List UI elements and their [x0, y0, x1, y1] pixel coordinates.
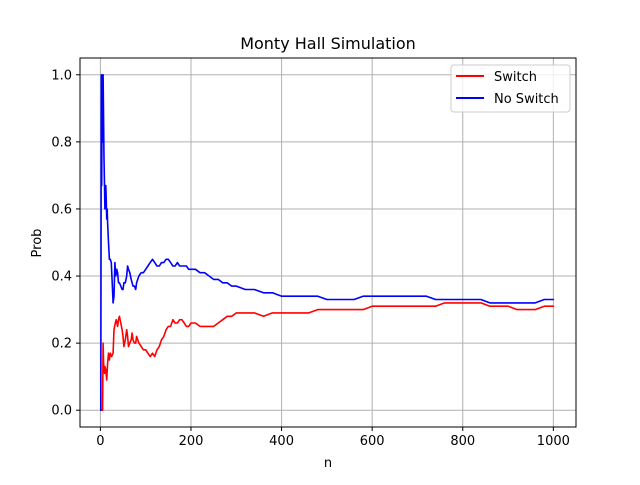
- x-tick-label: 600: [360, 434, 385, 449]
- series-line-no-switch: [100, 74, 555, 412]
- x-axis-label: n: [324, 456, 332, 471]
- legend-label-no-switch: No Switch: [494, 92, 559, 107]
- y-tick-label: 0.2: [51, 337, 72, 352]
- y-axis-label: Prob: [30, 229, 45, 258]
- y-axis-ticks: 0.0 0.2 0.4 0.6 0.8 1.0: [51, 68, 80, 419]
- series-lines: [100, 74, 555, 412]
- y-tick-label: 0.4: [51, 270, 72, 285]
- y-tick-label: 0.6: [51, 202, 72, 217]
- x-tick-label: 200: [179, 434, 204, 449]
- x-tick-label: 0: [96, 434, 104, 449]
- plot-frame: [79, 57, 577, 428]
- x-axis-ticks: 0 200 400 600 800 1000: [96, 427, 570, 449]
- x-tick-label: 800: [450, 434, 475, 449]
- legend: Switch No Switch: [450, 64, 571, 113]
- chart-title: Monty Hall Simulation: [240, 34, 416, 53]
- y-tick-label: 1.0: [51, 68, 72, 83]
- grid: [80, 58, 576, 427]
- y-tick-label: 0.0: [51, 404, 72, 419]
- x-tick-label: 400: [269, 434, 294, 449]
- series-line-switch: [100, 302, 555, 412]
- legend-label-switch: Switch: [494, 70, 537, 85]
- y-tick-label: 0.8: [51, 135, 72, 150]
- x-tick-label: 1000: [537, 434, 570, 449]
